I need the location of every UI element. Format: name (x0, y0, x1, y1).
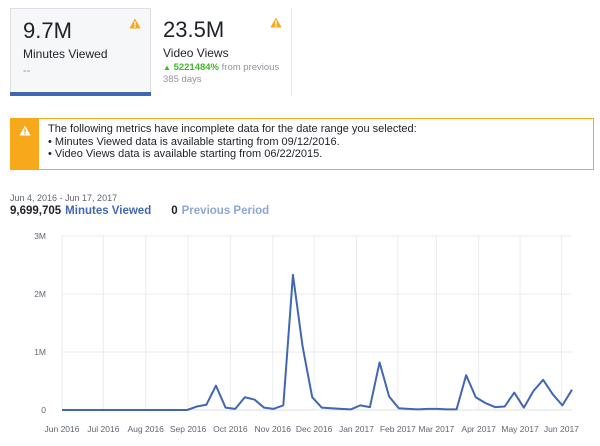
alert-line: • Minutes Viewed data is available start… (48, 135, 340, 148)
metric-change: ▲ 5221484% from previous 385 days (163, 62, 291, 86)
x-tick-label: Oct 2016 (213, 424, 248, 434)
alert-line: The following metrics have incomplete da… (48, 123, 417, 135)
previous-value: 0 (171, 205, 178, 217)
metric-card-minutes-viewed[interactable]: 9.7M Minutes Viewed -- (10, 8, 151, 96)
y-tick-label: 0 (41, 405, 46, 415)
metric-label: Video Views (163, 46, 229, 60)
alert-bar (11, 119, 39, 169)
x-tick-label: Apr 2017 (461, 424, 496, 434)
metric-label: Minutes Viewed (23, 47, 108, 61)
y-tick-label: 3M (34, 231, 46, 241)
x-tick-label: Dec 2016 (296, 424, 333, 434)
x-tick-label: Jan 2017 (339, 424, 374, 434)
x-tick-label: Jun 2017 (544, 424, 579, 434)
y-tick-label: 2M (34, 289, 46, 299)
metric-card-video-views[interactable]: 23.5M Video Views ▲ 5221484% from previo… (151, 8, 292, 96)
alert-line: • Video Views data is available starting… (48, 148, 323, 160)
x-tick-label: Feb 2017 (380, 424, 416, 434)
change-suffix: from previous (221, 62, 280, 73)
x-tick-label: Jul 2016 (87, 424, 119, 434)
x-tick-label: Jun 2016 (45, 424, 80, 434)
legend-previous-period[interactable]: Previous Period (181, 205, 270, 217)
total-value: 9,699,705 (10, 205, 62, 217)
change-days: 385 days (163, 74, 202, 85)
change-percent: 5221484% (173, 62, 219, 73)
alert-text: The following metrics have incomplete da… (39, 119, 417, 169)
selected-indicator (10, 92, 151, 96)
date-range: Jun 4, 2016 - Jun 17, 2017 (10, 193, 118, 203)
incomplete-data-alert: The following metrics have incomplete da… (10, 118, 594, 170)
x-tick-label: Nov 2016 (255, 424, 292, 434)
x-tick-label: Aug 2016 (128, 424, 165, 434)
minutes-viewed-chart: Jun 2016 Jul 2016 Aug 2016 Sep 2016 Oct 2016… (34, 231, 579, 434)
up-arrow-icon: ▲ (163, 63, 171, 72)
x-tick-label: Sep 2016 (170, 424, 207, 434)
metric-sub: -- (23, 65, 31, 77)
warning-icon (19, 125, 31, 136)
metric-value: 23.5M (163, 17, 225, 42)
y-tick-label: 1M (34, 347, 46, 357)
x-tick-label: Mar 2017 (418, 424, 454, 434)
warning-icon (270, 17, 282, 28)
x-tick-label: May 2017 (501, 424, 539, 434)
metric-cards: 9.7M Minutes Viewed -- 23.5M Video Views… (10, 8, 292, 96)
legend-minutes-viewed[interactable]: Minutes Viewed (65, 205, 152, 217)
chart-legend: 9,699,705 Minutes Viewed 0 Previous Peri… (10, 205, 269, 217)
series-line-minutes-viewed (62, 273, 573, 411)
metric-value: 9.7M (23, 18, 72, 43)
warning-icon (129, 18, 141, 29)
